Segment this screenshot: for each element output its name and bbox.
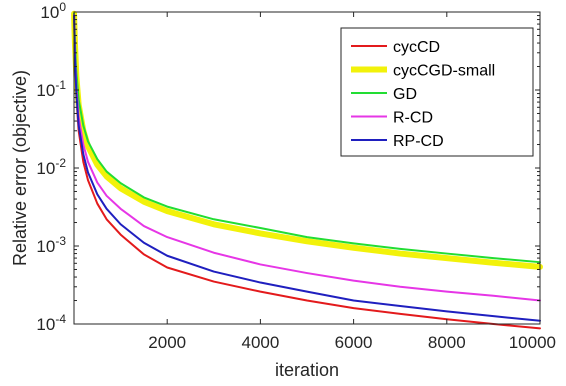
series-line-gd — [73, 12, 541, 264]
legend-label-gd: GD — [393, 86, 417, 103]
series-line-rp-cd — [73, 14, 541, 322]
x-tick-label: 8000 — [428, 333, 466, 352]
x-tick-label: 6000 — [335, 333, 373, 352]
legend-label-r-cd: R-CD — [393, 110, 433, 127]
y-tick-label: 100 — [40, 0, 66, 22]
ticks-layer: 2000 4000 6000 8000 10000 10-4 10-3 10-2 10-1 100 — [36, 0, 556, 352]
y-tick-label: 10-3 — [36, 234, 66, 256]
x-tick-label: 10000 — [509, 333, 556, 352]
legend-label-cyccgd-small: cycCGD-small — [393, 63, 495, 80]
y-axis-label: Relative error (objective) — [10, 70, 30, 266]
legend-label-cyccd: cycCD — [393, 39, 440, 56]
x-tick-label: 4000 — [241, 333, 279, 352]
x-tick-label: 2000 — [148, 333, 186, 352]
y-tick-label: 10-4 — [36, 312, 66, 334]
series-layer — [71, 10, 543, 330]
y-tick-label: 10-2 — [36, 156, 66, 178]
legend: cycCD cycCGD-small GD R-CD RP-CD — [340, 27, 534, 157]
y-tick-label: 10-1 — [36, 78, 66, 100]
legend-label-rp-cd: RP-CD — [393, 133, 444, 150]
x-axis-label: iteration — [275, 360, 339, 380]
